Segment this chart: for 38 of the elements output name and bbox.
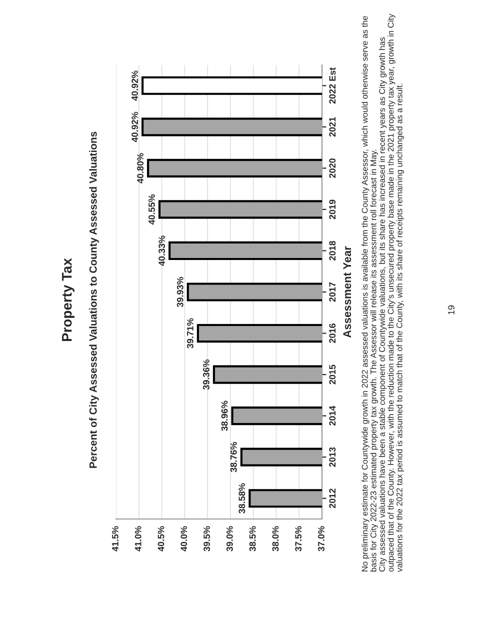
data-label: 39.93% bbox=[176, 276, 184, 308]
data-label: 38.58% bbox=[238, 483, 246, 514]
y-tick-label: 2017 bbox=[329, 282, 336, 302]
data-label: 39.36% bbox=[203, 359, 210, 390]
data-label: 40.55% bbox=[148, 194, 155, 225]
x-tick-label: 40.5% bbox=[158, 526, 164, 552]
y-tick-label: 2012 bbox=[329, 488, 336, 508]
x-tick-label: 41.5% bbox=[112, 526, 118, 552]
y-axis-title: Assessment Year bbox=[343, 246, 352, 338]
x-tick-label: 38.0% bbox=[272, 526, 279, 552]
x-tick-label: 38.5% bbox=[249, 526, 256, 552]
y-tick-label: 2020 bbox=[329, 158, 336, 178]
y-tick-label: 2022 Est bbox=[329, 67, 336, 104]
data-label: 38.96% bbox=[221, 400, 228, 431]
x-tick-label: 39.0% bbox=[226, 526, 233, 552]
text: Percent of City Assessed Valuations to County Assessed Valuations bbox=[89, 132, 99, 468]
y-tick-label: 2014 bbox=[329, 406, 336, 426]
x-tick-label: 41.0% bbox=[134, 526, 142, 552]
x-tick-label: 37.0% bbox=[318, 526, 324, 552]
data-label: 40.33% bbox=[158, 236, 166, 266]
text: No preliminary estimate for Countywide growth in 2022 assessed valuations is available from the County Assessor, which would otherwise serve as the basis for City 2022-23 estimated property tax growth. The Assessor will release its assessment roll forecast in May. bbox=[362, 16, 378, 572]
data-label: 40.92% bbox=[132, 112, 138, 142]
x-tick-label: 40.0% bbox=[180, 526, 188, 552]
data-label: 38.76% bbox=[230, 442, 237, 472]
text: 19 bbox=[448, 305, 454, 314]
text: City assessed valuations have been a stable component of Countywide valuations, but its share has increased in recent years as City growth has outpaced that of the County. However, with the reduction made to the City's unsecured property base made in the 2021 property tax year, growth in City valuations for the 2022 tax period is assumed to match that of the County, with its share of receipts remaining unchanged as a result. bbox=[378, 14, 404, 572]
x-tick-label: 37.5% bbox=[295, 526, 302, 552]
y-tick-label: 2015 bbox=[329, 364, 336, 384]
data-label: 40.92% bbox=[132, 70, 138, 101]
data-label: 40.80% bbox=[137, 153, 144, 184]
y-tick-label: 2019 bbox=[329, 200, 336, 220]
y-tick-label: 2016 bbox=[329, 324, 336, 343]
y-tick-label: 2021 bbox=[329, 117, 336, 137]
text: Property Tax bbox=[62, 258, 74, 342]
data-label: 39.71% bbox=[186, 318, 194, 348]
y-tick-label: 2013 bbox=[329, 447, 336, 467]
x-tick-label: 39.5% bbox=[204, 526, 210, 552]
y-tick-label: 2018 bbox=[329, 240, 336, 260]
